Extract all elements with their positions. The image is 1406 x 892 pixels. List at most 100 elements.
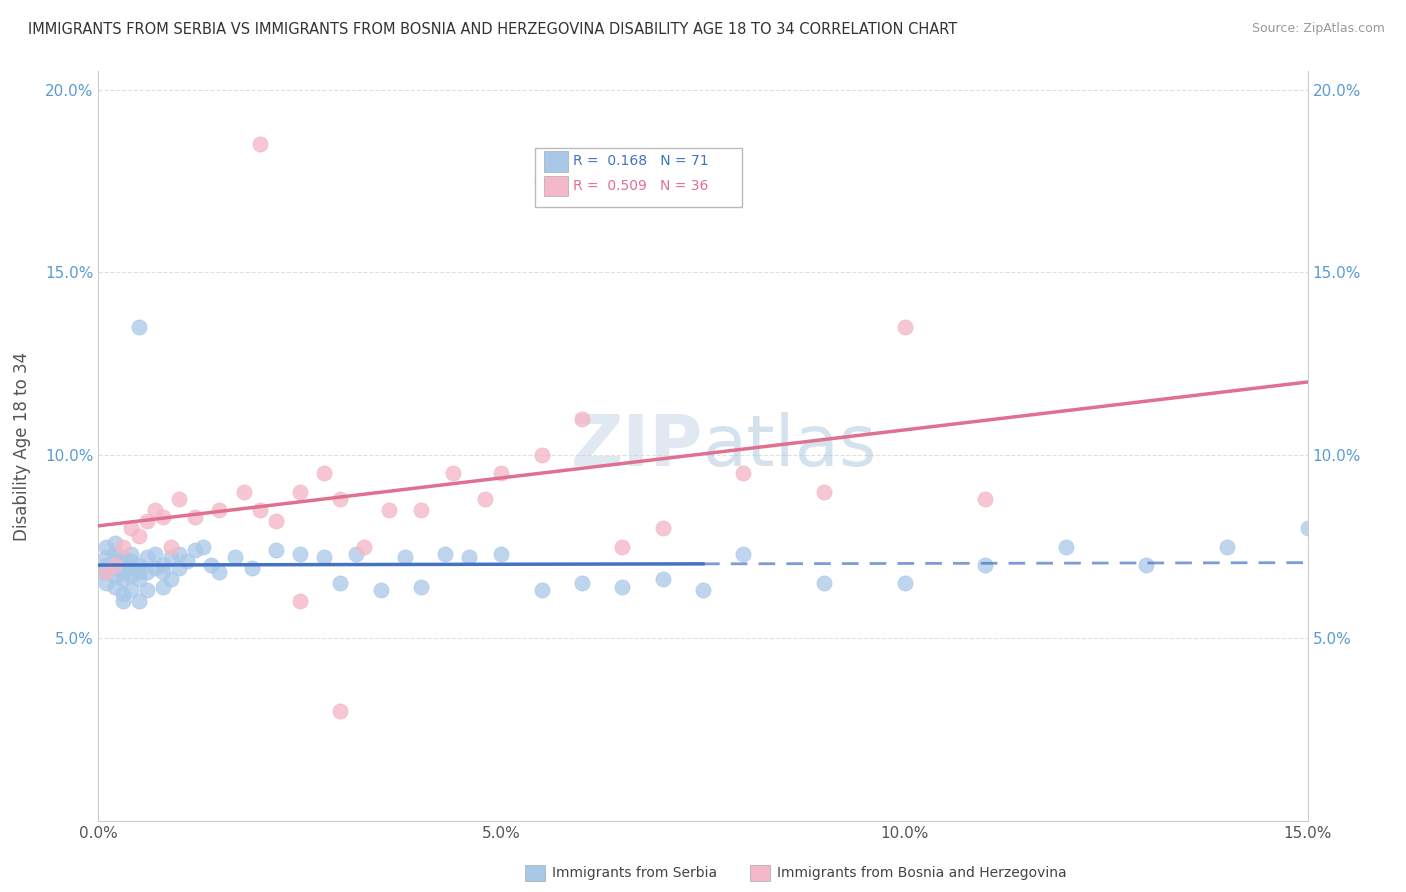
Point [152,580,174,594]
Point [96,565,118,579]
Point [128,558,150,572]
Point [530,583,553,598]
Point [530,174,553,188]
Point [103,558,125,572]
Point [288,484,311,499]
Point [249,503,271,517]
Text: IMMIGRANTS FROM SERBIA VS IMMIGRANTS FROM BOSNIA AND HERZEGOVINA DISABILITY AGE : IMMIGRANTS FROM SERBIA VS IMMIGRANTS FRO… [28,22,957,37]
Point [160,540,183,554]
Text: Immigrants from Bosnia and Herzegovina: Immigrants from Bosnia and Herzegovina [776,866,1066,880]
Point [152,565,174,579]
Point [813,576,835,591]
Point [96,558,118,572]
Point [160,550,183,565]
Point [111,550,134,565]
Point [974,558,997,572]
Point [103,561,125,575]
Text: atlas: atlas [703,411,877,481]
Point [135,583,157,598]
Point [329,491,352,506]
Point [651,521,673,535]
Point [394,550,416,565]
Point [733,467,755,481]
Point [651,573,673,587]
Point [128,594,150,608]
Point [96,565,118,579]
Point [193,540,215,554]
Point [135,565,157,579]
Point [103,550,125,565]
Point [733,547,755,561]
Point [353,540,375,554]
Point [1054,540,1077,554]
Point [128,528,150,542]
Point [409,503,432,517]
Point [167,491,190,506]
Point [1296,521,1319,535]
Point [434,547,457,561]
Point [111,573,134,587]
Point [135,550,157,565]
Point [103,568,125,582]
Point [377,503,399,517]
Point [612,580,634,594]
Point [458,550,481,565]
Point [152,558,174,572]
Point [571,576,593,591]
Y-axis label: Disability Age 18 to 34: Disability Age 18 to 34 [13,351,31,541]
Point [167,561,190,575]
Point [329,704,352,718]
Point [893,320,915,334]
Point [128,320,150,334]
Point [152,510,174,524]
Point [111,565,134,579]
Point [184,543,207,558]
Point [344,547,367,561]
Point [96,550,118,565]
Point [240,561,263,575]
Point [111,594,134,608]
Point [692,583,714,598]
Point [143,561,166,575]
Point [370,583,392,598]
Point [491,467,513,481]
Text: ZIP: ZIP [571,411,703,481]
Point [612,540,634,554]
Point [893,576,915,591]
Point [91,565,114,579]
Point [96,576,118,591]
Point [264,543,287,558]
Point [128,565,150,579]
Point [314,550,336,565]
Point [491,547,513,561]
Point [974,491,997,506]
Point [474,491,496,506]
Point [103,580,125,594]
Point [184,510,207,524]
Point [208,565,231,579]
Text: Immigrants from Serbia: Immigrants from Serbia [551,866,717,880]
Point [167,547,190,561]
Point [200,558,222,572]
Point [409,580,432,594]
Point [530,448,553,462]
Point [329,576,352,591]
Point [441,467,464,481]
Point [208,503,231,517]
Point [143,503,166,517]
Point [120,561,142,575]
Point [288,594,311,608]
Point [96,540,118,554]
Point [128,573,150,587]
Point [111,540,134,554]
Point [120,547,142,561]
Point [103,547,125,561]
Point [143,547,166,561]
Point [176,554,198,568]
Point [249,137,271,152]
Point [1216,540,1239,554]
Text: R =  0.168   N = 71: R = 0.168 N = 71 [574,154,709,169]
Text: R =  0.509   N = 36: R = 0.509 N = 36 [574,178,709,193]
Point [120,583,142,598]
Point [314,467,336,481]
